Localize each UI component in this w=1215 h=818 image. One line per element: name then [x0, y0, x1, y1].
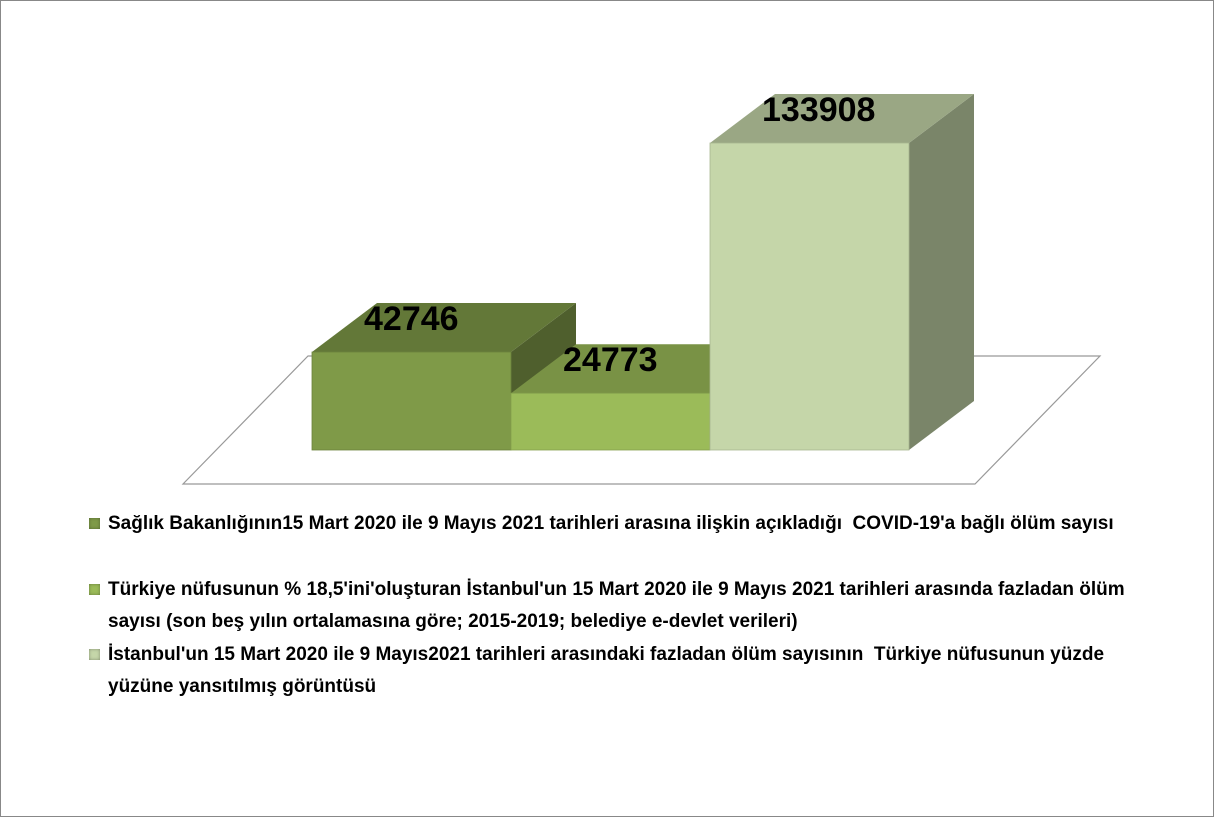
- legend-label: Türkiye nüfusunun % 18,5'ini'oluşturan İ…: [108, 578, 1141, 633]
- bar-top: [710, 94, 974, 143]
- legend-entry: Türkiye nüfusunun % 18,5'ini'oluşturan İ…: [86, 574, 1146, 639]
- bar: [510, 392, 711, 451]
- legend-swatch: [88, 582, 101, 596]
- legend-swatch: [88, 517, 101, 530]
- bar: [709, 142, 910, 451]
- legend-entry: Sağlık Bakanlığının15 Mart 2020 ile 9 Ma…: [86, 508, 1146, 541]
- bar: [311, 351, 512, 451]
- bar-top: [511, 344, 775, 394]
- legend-entry: İstanbul'un 15 Mart 2020 ile 9 Mayıs2021…: [86, 639, 1146, 704]
- legend-swatch: [88, 647, 101, 661]
- bar-side: [909, 94, 974, 450]
- legend-label: İstanbul'un 15 Mart 2020 ile 9 Mayıs2021…: [108, 643, 1110, 698]
- value-label: 24773: [563, 341, 658, 379]
- legend: Sağlık Bakanlığının15 Mart 2020 ile 9 Ma…: [86, 508, 1146, 704]
- bar-top: [312, 302, 576, 352]
- legend-label: Sağlık Bakanlığının15 Mart 2020 ile 9 Ma…: [108, 513, 1114, 534]
- value-label: 42746: [364, 300, 459, 338]
- value-label: 133908: [762, 91, 875, 129]
